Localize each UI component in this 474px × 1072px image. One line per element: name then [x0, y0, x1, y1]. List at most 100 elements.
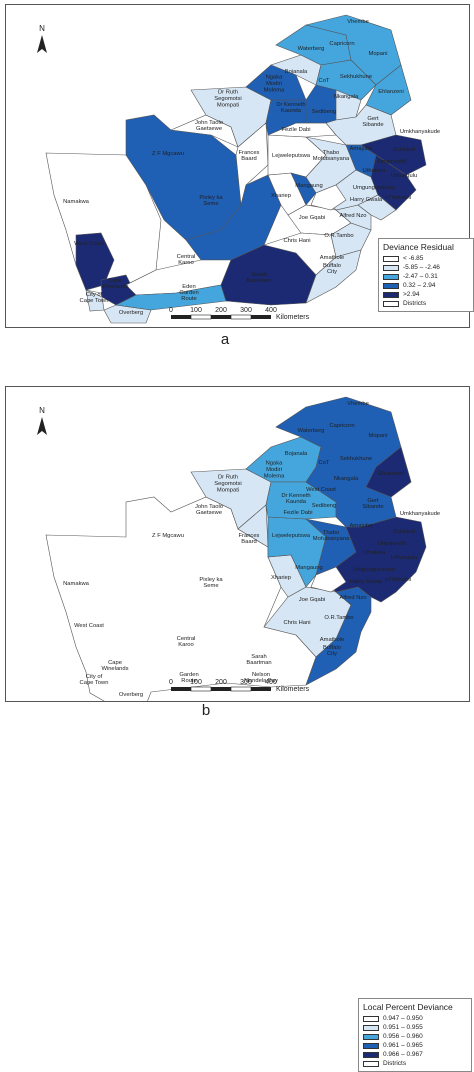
district-label-nelson-mandela-bay: Nelson Mandela Bay [244, 672, 278, 684]
district-label-umkhanyakude: Umkhanyakude [400, 129, 440, 135]
district-label-overberg: Overberg [119, 310, 143, 316]
district-label-amathole: Amathole [320, 637, 345, 643]
legend-swatch [363, 1042, 379, 1049]
district-label-garden-route: Garden Route [179, 672, 198, 684]
district-label-o-r-tambo: O.R.Tambo [324, 615, 353, 621]
district-label-mopani: Mopani [368, 433, 387, 439]
district-label-city-of-cape-town: City of Cape Town [80, 674, 109, 686]
district-label-dr-ruth-segomotsi-mompati: Dr Ruth Segomotsi Mompati [214, 90, 241, 109]
district-label-west-coast: West Coast [306, 487, 336, 493]
district-label-vhembe: Vhembe [347, 401, 369, 407]
district-label-xhariep: Xhariep [271, 193, 291, 199]
district-label-umzinyathi: Umzinyathi [378, 159, 407, 165]
district-label-cape-winelands: Cape Winelands [101, 660, 128, 672]
district-label-sekhukhune: Sekhukhune [340, 456, 372, 462]
legend-label: < -6.85 [403, 255, 424, 262]
district-label-ethekwini: eThekwini [385, 577, 411, 583]
svg-text:N: N [39, 24, 45, 33]
scale-tick-label: 0 [169, 307, 173, 314]
district-label-sarah-baartman: Sarah Baartman [246, 654, 271, 666]
district-label-umgungundlovu: Umgungundlovu [353, 567, 395, 573]
legend-item: -2.47 – 0.31 [383, 272, 469, 281]
scale-tick-label: 300 [240, 307, 252, 314]
north-arrow-icon: N [37, 24, 47, 53]
lesotho [310, 566, 347, 593]
district-label-cot: CoT [319, 460, 330, 466]
scale-unit: Kilometers [276, 686, 310, 693]
panel-label-a: a [220, 331, 230, 348]
district-label-lejweleputswa: Lejweleputswa [272, 153, 311, 159]
legend-label: 0.951 – 0.955 [383, 1024, 423, 1031]
legend-item: 0.961 – 0.965 [363, 1041, 467, 1050]
district-label-umkhanyakude: Umkhanyakude [400, 511, 440, 517]
legend-item: < -6.85 [383, 254, 469, 263]
district-label-joe-gqabi: Joe Gqabi [299, 597, 325, 603]
legend-item: 0.947 – 0.950 [363, 1014, 467, 1023]
district-label-gert-sibande: Gert Sibande [362, 498, 383, 510]
legend-title: Local Percent Deviance [363, 1002, 453, 1012]
district-label-john-taolo-gaetsewe: John Taolo Gaetsewe [195, 120, 223, 132]
district-label-thabo-mofutsanyana: Thabo Mofutsanyana [313, 150, 350, 162]
district-amathole [305, 249, 362, 304]
district-label-sarah-baartman: Sarah Baartman [246, 272, 271, 284]
district-label-nkangala: Nkangala [334, 94, 359, 100]
district-label-amajuba: Amajuba [350, 146, 374, 152]
legend-label: Districts [403, 300, 427, 307]
district-label-amajuba: Amajuba [350, 523, 374, 529]
legend-label: >2.94 [403, 291, 420, 298]
north-arrow-icon: N [37, 406, 47, 435]
district-ehlanzeni [365, 64, 412, 116]
district-label-zululand: Zululand [393, 147, 415, 153]
district-label-harry-gwala: Harry Gwala [350, 197, 383, 203]
district-label-pixley-ka-seme: Pixley ka Seme [199, 577, 223, 589]
district-label-dr-ruth-segomotsi-mompati: Dr Ruth Segomotsi Mompati [214, 475, 241, 494]
district-label-overberg: Overberg [119, 692, 143, 698]
district-label-uthungulu: Uthungulu [391, 555, 417, 561]
district-label-frances-baard: Frances Baard [239, 150, 260, 162]
district-label-fezile-dabi: Fezile Dabi [284, 510, 313, 516]
district-label-umzinyathi: Umzinyathi [378, 541, 407, 547]
district-label-ehlanzeni: Ehlanzeni [378, 471, 403, 477]
district-label-ehlanzeni: Ehlanzeni [378, 89, 403, 95]
legend-swatch [383, 273, 399, 280]
legend-item: 0.951 – 0.955 [363, 1023, 467, 1032]
district-label-mangaung: Mangaung [295, 565, 322, 571]
district-ngaka [245, 64, 307, 101]
district-label-zululand: Zululand [393, 529, 415, 535]
district-label-uthukela: Uthukela [363, 550, 387, 556]
district-label-fezile-dabi: Fezile Dabi [282, 127, 311, 133]
district-label-central-karoo: Central Karoo [177, 636, 196, 648]
legend-swatch [383, 282, 399, 289]
legend-swatch [363, 1060, 379, 1067]
district-label-sedibeng: Sedibeng [312, 503, 337, 509]
district-label-waterberg: Waterberg [298, 428, 325, 434]
scale-tick-label: 400 [265, 307, 277, 314]
district-label-buffalo-city: Buffalo City [323, 263, 341, 275]
district-label-garden-route: Garden Route [179, 290, 198, 302]
district-label-waterberg: Waterberg [298, 46, 325, 52]
legend-title: Deviance Residual [383, 242, 454, 252]
district-label-john-taolo-gaetsewe: John Taolo Gaetsewe [195, 504, 223, 516]
legend-item: 0.956 – 0.960 [363, 1032, 467, 1041]
svg-text:N: N [39, 406, 45, 415]
district-label-ngaka-modiri-molema: Ngaka Modiri Molema [264, 75, 285, 94]
district-labels: Vhembe Capricorn Mopani Waterberg Sekhukhune… [63, 19, 440, 316]
map-panel-a: N 0 100 200 300 400 Kilometers Vhembe Capricor… [5, 4, 474, 328]
scale-tick-label: 100 [190, 307, 202, 314]
legend-item: 0.966 – 0.967 [363, 1050, 467, 1059]
district-ehlanzeni [365, 446, 412, 498]
legend-label: 0.956 – 0.960 [383, 1033, 423, 1040]
district-label-chris-hani: Chris Hani [283, 238, 310, 244]
district-label-namakwa: Namakwa [63, 581, 90, 587]
district-label-nkangala: Nkangala [334, 476, 359, 482]
district-frances-baard [237, 504, 269, 548]
scale-tick-label: 200 [215, 679, 227, 686]
lesotho [310, 184, 347, 211]
district-label-cot: CoT [319, 78, 330, 84]
legend-swatch [363, 1051, 379, 1058]
map-panel-b: N 0 100 200 300 400 Kilometers Vhembe Capricor… [5, 386, 472, 1072]
